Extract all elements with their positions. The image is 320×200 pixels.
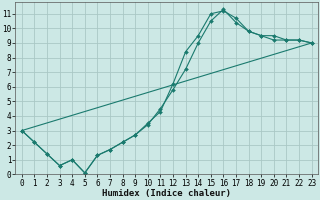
X-axis label: Humidex (Indice chaleur): Humidex (Indice chaleur) (102, 189, 231, 198)
